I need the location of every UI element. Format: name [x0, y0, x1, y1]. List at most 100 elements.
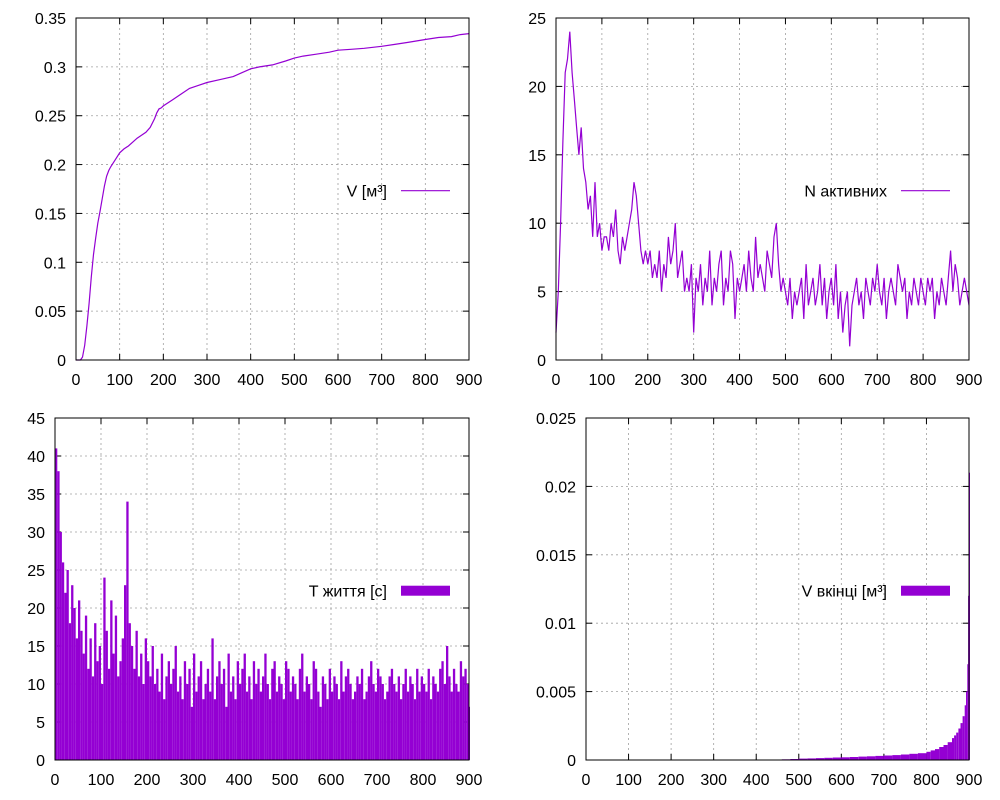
chart-panel-active-count: 0 100 200 300 400 500 600 700 800 900 0 5 10 15 20 25 N …: [528, 11, 982, 389]
x-tick-label: 500: [785, 772, 812, 789]
bar: [112, 653, 115, 760]
bar: [140, 653, 143, 760]
bar: [427, 668, 430, 760]
bar: [349, 684, 352, 760]
bar: [144, 638, 147, 760]
bar: [909, 753, 918, 760]
bar: [250, 699, 253, 760]
bar: [354, 691, 357, 760]
y-tick-label: 35: [27, 487, 45, 504]
x-tick-label: 200: [150, 372, 177, 389]
bar: [956, 732, 959, 760]
bar: [331, 691, 334, 760]
bar: [94, 623, 97, 760]
plot-frame: [54, 417, 470, 761]
y-tick-label: 25: [528, 11, 546, 28]
bar: [340, 661, 343, 760]
bar: [225, 706, 228, 760]
bar: [926, 751, 931, 760]
x-tick-label: 900: [956, 772, 983, 789]
x-tick-label: 100: [589, 372, 616, 389]
bar: [55, 448, 58, 760]
x-tick-label: 300: [680, 372, 707, 389]
y-tick-label: 0.15: [35, 206, 66, 223]
y-tick-label: 25: [27, 563, 45, 580]
bar: [266, 684, 269, 760]
y-tick-label: 0: [537, 353, 546, 370]
bar: [80, 630, 83, 760]
bar: [98, 646, 101, 760]
bar: [195, 691, 198, 760]
bar: [282, 699, 285, 760]
x-tick-label: 100: [88, 772, 115, 789]
bar: [78, 600, 81, 760]
y-tick-label: 0.35: [35, 11, 66, 28]
bar: [289, 691, 292, 760]
bar: [211, 638, 214, 760]
legend-entry: V [м³]: [347, 184, 450, 201]
y-tick-label: 0.015: [536, 548, 576, 565]
legend-entry: V вкінці [м³]: [802, 584, 950, 601]
bar: [308, 684, 311, 760]
bar: [105, 630, 108, 760]
x-tick-label: 0: [552, 372, 561, 389]
bar: [156, 668, 159, 760]
bar: [186, 684, 189, 760]
bar: [434, 684, 437, 760]
plot-frame: [75, 17, 470, 361]
bar: [365, 691, 368, 760]
legend-label: V вкінці [м³]: [802, 584, 887, 601]
bar: [298, 668, 302, 760]
bar: [264, 653, 267, 760]
bar: [388, 676, 391, 760]
bar: [96, 661, 99, 760]
bar: [952, 738, 955, 760]
bar: [71, 585, 74, 760]
bar: [188, 668, 191, 760]
bar: [68, 623, 72, 760]
bar: [87, 668, 90, 760]
bar: [147, 661, 150, 760]
bar: [395, 691, 398, 760]
bar: [204, 684, 207, 760]
bar: [287, 668, 290, 760]
x-tick-label: 600: [828, 772, 855, 789]
x-tick-label: 300: [180, 772, 207, 789]
bar: [117, 676, 120, 760]
bar: [209, 691, 212, 760]
bar: [960, 723, 963, 760]
x-tick-label: 800: [910, 372, 937, 389]
bar: [130, 646, 134, 760]
bar: [900, 754, 910, 760]
x-tick-label: 100: [106, 372, 133, 389]
bar: [137, 676, 141, 760]
bar: [301, 653, 304, 760]
x-tick-label: 0: [51, 772, 60, 789]
bar: [239, 684, 242, 760]
bar: [416, 668, 419, 760]
bar: [218, 661, 221, 760]
bar: [372, 684, 375, 760]
x-tick-label: 300: [194, 372, 221, 389]
bar: [958, 728, 961, 760]
bar: [243, 653, 246, 760]
bar: [849, 757, 859, 760]
y-tick-label: 30: [27, 525, 45, 542]
bar: [199, 661, 203, 760]
x-tick-label: 800: [412, 372, 439, 389]
bar: [429, 699, 433, 760]
x-tick-label: 600: [318, 772, 345, 789]
y-tick-label: 10: [528, 216, 546, 233]
bar: [114, 615, 118, 760]
bar: [183, 661, 187, 760]
bar: [321, 676, 325, 760]
series-line: [555, 31, 970, 347]
x-tick-label: 700: [864, 372, 891, 389]
bar: [107, 668, 111, 760]
bar: [363, 699, 366, 760]
bar: [448, 676, 451, 760]
bar: [892, 755, 901, 760]
bar: [172, 668, 175, 760]
legend-label: T життя [с]: [309, 584, 387, 601]
bar: [66, 570, 69, 760]
